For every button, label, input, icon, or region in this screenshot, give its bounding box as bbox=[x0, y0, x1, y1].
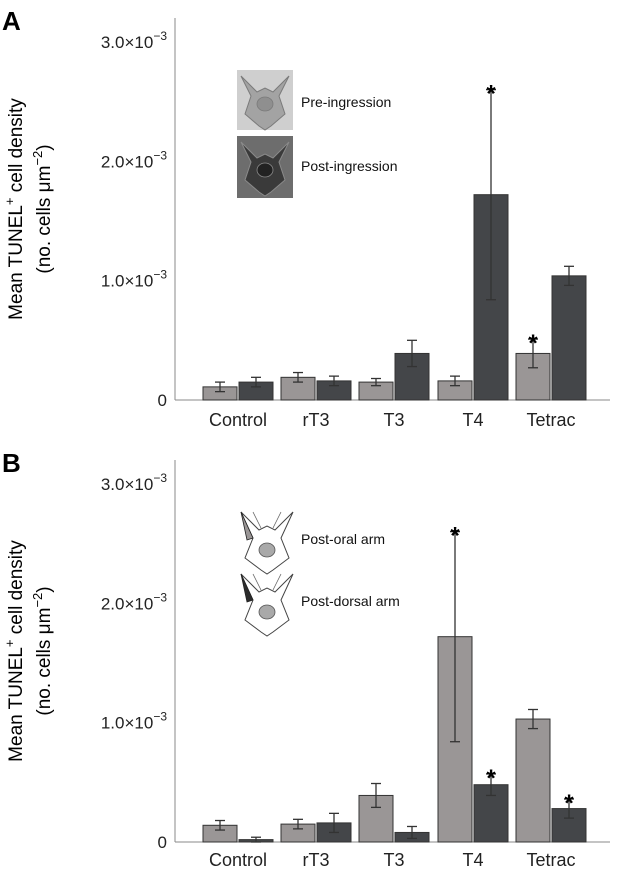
x-tick-label: Control bbox=[209, 410, 267, 430]
legend-label: Pre-ingression bbox=[301, 94, 391, 110]
significance-star: * bbox=[486, 81, 496, 108]
bar bbox=[551, 275, 587, 401]
larva-gut-shape bbox=[256, 96, 274, 112]
y-tick-label: 3.0×10−3 bbox=[101, 471, 167, 494]
y-tick-label: 0 bbox=[158, 391, 167, 410]
y-axis-label-units: (no. cells μm−2) bbox=[30, 144, 55, 273]
legend-label: Post-dorsal arm bbox=[301, 593, 400, 609]
y-axis-label: Mean TUNEL+ cell density bbox=[2, 98, 27, 320]
x-tick-label: T3 bbox=[383, 850, 404, 870]
legend-label: Post-oral arm bbox=[301, 531, 385, 547]
x-tick-label: T4 bbox=[462, 410, 483, 430]
y-tick-label: 2.0×10−3 bbox=[101, 590, 167, 613]
x-tick-label: rT3 bbox=[303, 850, 330, 870]
y-tick-label: 3.0×10−3 bbox=[101, 29, 167, 52]
highlighted-arm-shape bbox=[240, 573, 254, 603]
x-tick-label: Control bbox=[209, 850, 267, 870]
significance-star: * bbox=[486, 765, 496, 792]
larva-gut-shape bbox=[256, 162, 274, 178]
panel-b: B 0 1.0×10−3 2.0×10−3 3.0×10−3 Mean TUNEL+ ce… bbox=[2, 448, 610, 870]
larva-gut-shape bbox=[258, 542, 276, 558]
significance-star: * bbox=[564, 790, 574, 817]
legend: Pre-ingression Post-ingression bbox=[237, 70, 398, 198]
y-axis-label-units: (no. cells μm−2) bbox=[30, 586, 55, 715]
x-tick-label: T3 bbox=[383, 410, 404, 430]
significance-star: * bbox=[450, 523, 460, 550]
panel-letter: A bbox=[2, 6, 21, 36]
y-tick-label: 2.0×10−3 bbox=[101, 148, 167, 171]
x-tick-label: rT3 bbox=[303, 410, 330, 430]
y-tick-label: 1.0×10−3 bbox=[101, 710, 167, 733]
y-tick-label: 1.0×10−3 bbox=[101, 268, 167, 291]
legend: Post-oral arm Post-dorsal arm bbox=[240, 511, 400, 637]
x-tick-label: Tetrac bbox=[526, 410, 575, 430]
larva-gut-shape bbox=[258, 604, 276, 620]
significance-star: * bbox=[528, 330, 538, 357]
x-tick-label: T4 bbox=[462, 850, 483, 870]
y-tick-label: 0 bbox=[158, 833, 167, 852]
highlighted-arm-shape bbox=[240, 511, 254, 541]
x-tick-label: Tetrac bbox=[526, 850, 575, 870]
panel-a: A 0 1.0×10−3 2.0×10−3 3.0×10−3 Mean TUNEL+ ce… bbox=[2, 6, 610, 430]
bar bbox=[515, 718, 551, 843]
legend-label: Post-ingression bbox=[301, 158, 398, 174]
panel-letter: B bbox=[2, 448, 21, 478]
y-axis-label: Mean TUNEL+ cell density bbox=[2, 540, 27, 762]
larva-inner-arms bbox=[252, 573, 282, 591]
larva-inner-arms bbox=[252, 511, 282, 529]
